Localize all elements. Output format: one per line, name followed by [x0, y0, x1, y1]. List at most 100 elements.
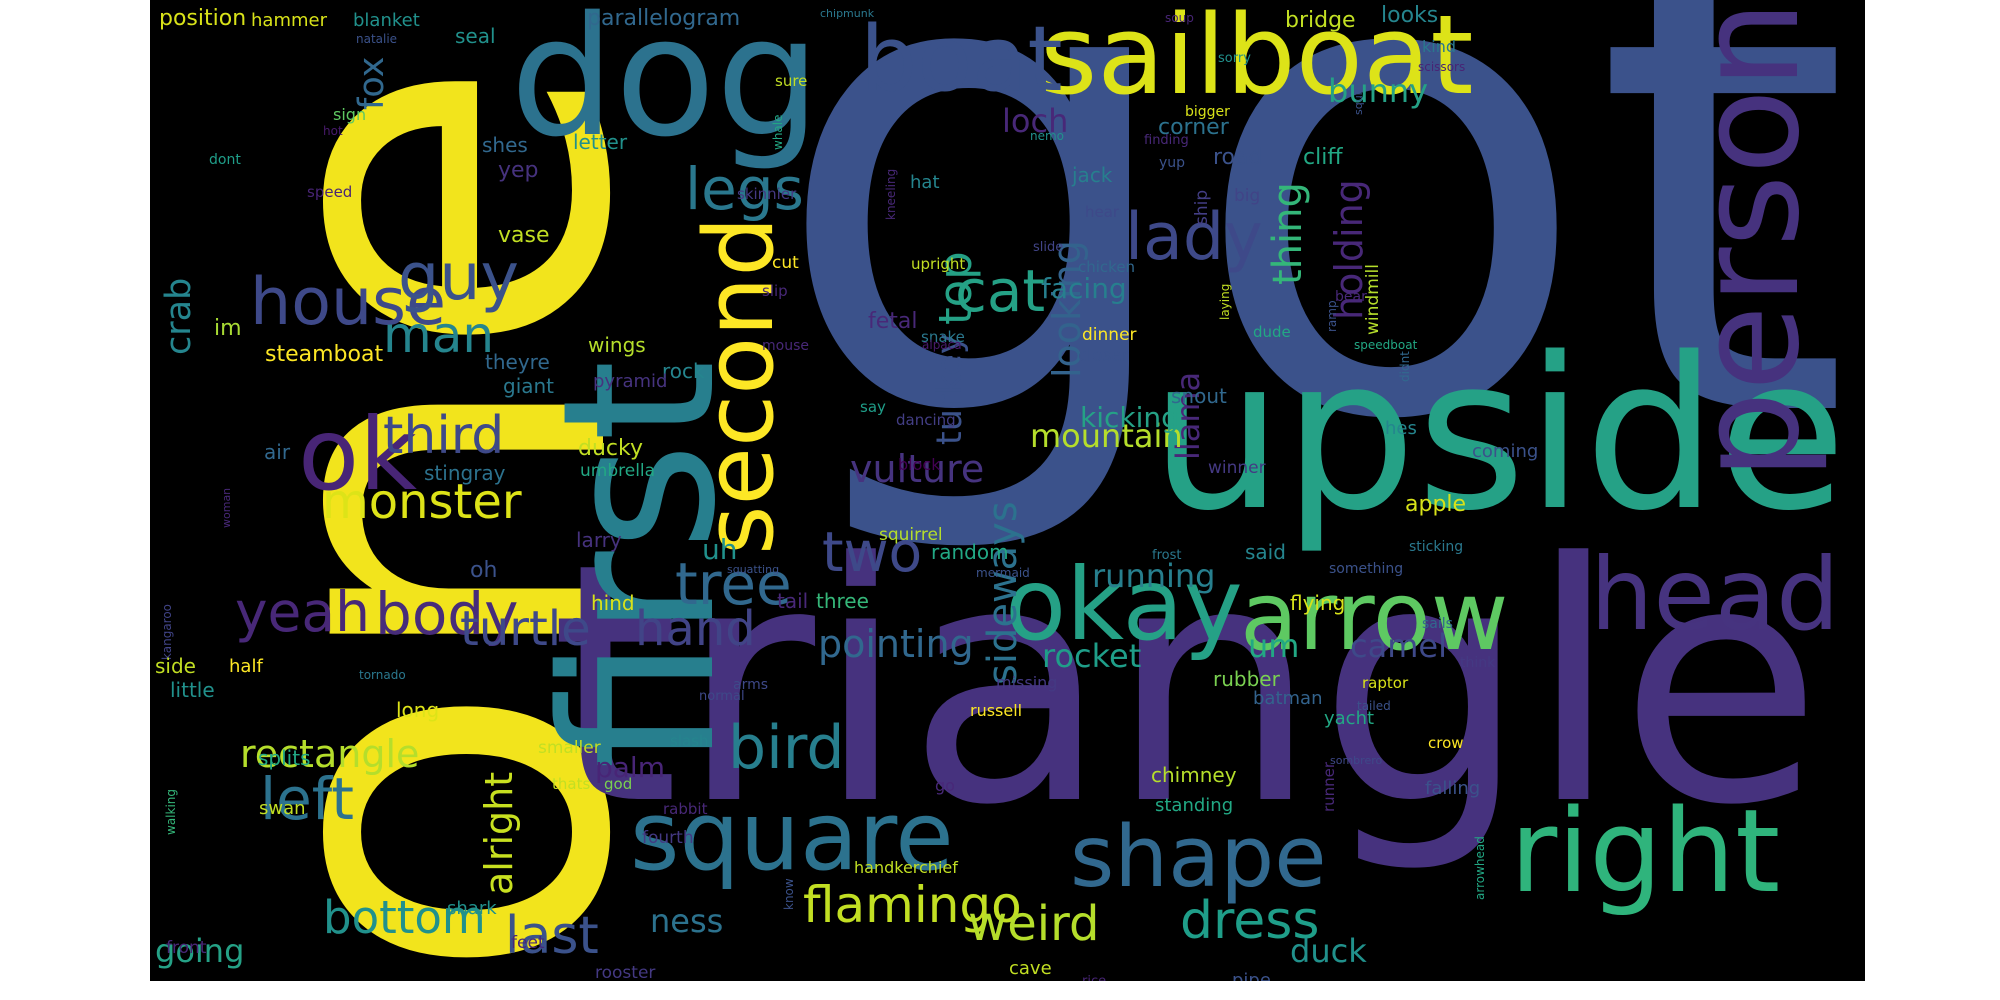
word-rectangle: rectangle: [240, 732, 420, 776]
word-yacht: yacht: [1324, 708, 1375, 729]
word-sorry: sorry: [1218, 51, 1251, 66]
word-frost: frost: [1152, 548, 1182, 563]
word-dinner: dinner: [1082, 325, 1137, 345]
word-russell: russell: [970, 701, 1023, 720]
word-umbrella: umbrella: [580, 461, 656, 481]
word-third: third: [383, 406, 505, 466]
word-turtle: turtle: [460, 601, 591, 657]
word-vulture: vulture: [850, 447, 985, 491]
word-little: little: [170, 678, 215, 702]
word-dude: dude: [1253, 323, 1291, 341]
word-walking: walking: [164, 788, 178, 835]
word-bottom: bottom: [323, 891, 486, 944]
word-palm: palm: [595, 751, 665, 784]
word-tailed: tailed: [1357, 699, 1391, 713]
word-guy: guy: [398, 240, 519, 315]
word-rooster: rooster: [595, 963, 656, 982]
word-speedboat: speedboat: [1354, 338, 1418, 352]
word-dont: dont: [209, 152, 241, 168]
word-chimney: chimney: [1151, 763, 1237, 787]
word-upright: upright: [911, 255, 966, 273]
word-running: running: [1092, 557, 1216, 595]
word-normal: normal: [699, 689, 745, 704]
word-bunny: bunny: [1328, 72, 1429, 110]
word-mermaid: mermaid: [976, 566, 1030, 580]
word-standing: standing: [1155, 795, 1234, 816]
word-ducky: ducky: [578, 436, 643, 461]
word-woman: woman: [220, 487, 233, 528]
word-parallelogram: parallelogram: [587, 6, 741, 31]
word-sideways: sideways: [980, 501, 1026, 685]
word-um: um: [1248, 627, 1300, 665]
word-weird: weird: [968, 896, 1100, 952]
word-windmill: windmill: [1363, 264, 1383, 335]
word-smaller: smaller: [538, 738, 601, 758]
word-pointing: pointing: [818, 622, 974, 666]
word-arrowhead: arrowhead: [1473, 836, 1487, 900]
word-squirt: squirt: [1352, 83, 1365, 115]
word-rubber: rubber: [1213, 667, 1280, 691]
word-slash: slash: [670, 732, 709, 750]
word-said: said: [1245, 540, 1286, 564]
word-body: body: [375, 580, 519, 648]
word-arms: arms: [733, 677, 769, 693]
word-vase: vase: [498, 223, 550, 248]
word-steamboat: steamboat: [265, 342, 384, 367]
word-sombrero: sombrero: [1330, 754, 1383, 767]
word-rocket: rocket: [1042, 637, 1142, 675]
word-think: think: [1460, 655, 1496, 671]
word-giant: giant: [503, 374, 555, 398]
word-triangle: triangle: [550, 493, 1823, 877]
word-thats: thats: [552, 775, 591, 793]
word-cave: cave: [1009, 958, 1052, 979]
word-right: right: [1510, 785, 1781, 919]
word-legs: legs: [685, 155, 804, 223]
word-arrow: arrow: [1240, 562, 1509, 672]
word-hot: hot: [323, 124, 343, 138]
word-air: air: [264, 440, 291, 464]
word-feet: feet: [511, 933, 545, 953]
word-winner: winner: [1208, 458, 1266, 478]
word-swan: swan: [259, 798, 306, 819]
word-duck: duck: [1290, 932, 1367, 970]
word-alpaca: alpaca: [922, 338, 962, 352]
word-mountain: mountain: [1030, 417, 1183, 455]
word-handkerchief: handkerchief: [854, 858, 958, 877]
word-thing: thing: [1265, 182, 1311, 285]
word-kangaroo: kangaroo: [160, 603, 174, 660]
word-shape: shape: [1070, 808, 1327, 907]
word-hat: hat: [910, 172, 940, 193]
word-slide: slide: [1033, 240, 1064, 255]
word-blanket: blanket: [353, 10, 420, 31]
word-head: head: [1590, 536, 1840, 653]
word-stingray: stingray: [424, 461, 506, 485]
word-snake: snake: [921, 328, 965, 346]
word-going: going: [155, 932, 245, 970]
word-ness: ness: [650, 902, 724, 940]
word-sails: sails: [1422, 616, 1453, 632]
word-sure: sure: [775, 72, 808, 90]
word-fetal: fetal: [868, 309, 918, 334]
word-pyramid: pyramid: [593, 371, 668, 392]
word-flamingo: flamingo: [803, 876, 1022, 934]
word-finding: finding: [1144, 133, 1189, 148]
word-alright: alright: [477, 771, 521, 895]
word-crab: crab: [159, 277, 199, 355]
word-sticking: sticking: [1409, 539, 1464, 555]
word-falling: falling: [1425, 778, 1481, 799]
word-shes: shes: [482, 133, 528, 157]
word-loch: loch: [1002, 102, 1069, 140]
word-crow: crow: [1428, 734, 1464, 752]
word-sailboat: sailboat: [1040, 0, 1474, 119]
word-oh: oh: [470, 558, 498, 583]
word-rabbit: rabbit: [663, 800, 708, 818]
word-position: position: [159, 6, 247, 31]
word-know: know: [782, 878, 796, 910]
word-ramp: ramp: [1325, 300, 1339, 332]
word-hear: hear: [1085, 203, 1120, 221]
word-fourth: fourth: [642, 828, 694, 848]
word-big: big: [1234, 186, 1261, 206]
word-boat: boat: [860, 7, 1063, 112]
word-mouse: mouse: [762, 338, 809, 354]
word-skinnier: skinnier: [737, 185, 797, 203]
